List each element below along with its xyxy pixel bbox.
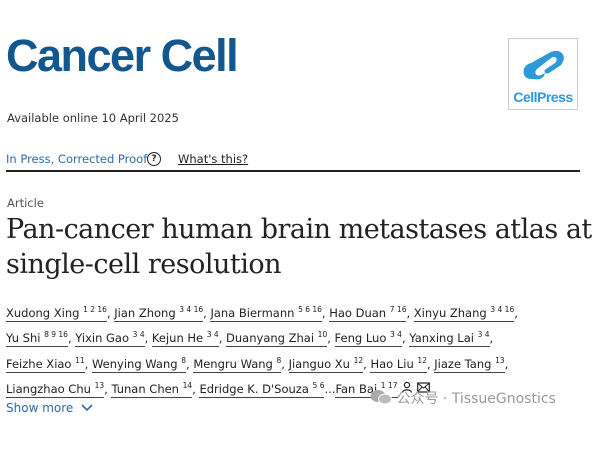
article-title: Pan-cancer human brain metastases atlas … [6,214,592,280]
whats-this-link[interactable]: What's this? [178,152,249,166]
cellpress-logo-text: CellPress [513,89,573,105]
author-link[interactable]: Fan Bai 1 17 [335,380,398,398]
author-link[interactable]: Duanyang Zhai 10 [226,330,328,348]
author-affiliations: 3 4 [477,330,490,340]
author-affiliations: 1 17 [380,380,398,390]
author-affiliations: 5 6 16 [298,305,322,314]
watermark: 公众号 · TissueGnostics [370,388,556,408]
author-affiliations: 8 [181,355,186,365]
author-affiliations: 7 16 [389,305,407,314]
author-name: Xinyu Zhang [413,306,491,320]
author-icons [398,381,430,396]
author-name: Yixin Gao [75,331,133,346]
author-affiliations: 8 9 16 [44,330,68,340]
status-row: In Press, Corrected Proof ? What's this? [6,152,580,172]
author-name: Jianguo Xu [288,356,354,371]
author-affiliations: 3 4 16 [490,305,515,314]
author-list: Xudong Xing 1 2 16, Jian Zhong 3 4 16, J… [6,305,518,398]
email-icon[interactable] [416,382,430,393]
author-link[interactable]: Xudong Xing 1 2 16 [6,305,107,322]
author-name: Xudong Xing [6,306,84,320]
author-link[interactable]: Feizhe Xiao 11 [6,355,85,373]
author-affiliations: 12 [353,355,364,365]
author-affiliations: 3 4 [132,330,145,340]
author-affiliations: 3 4 16 [179,305,204,314]
author-link[interactable]: Jana Biermann 5 6 16 [210,305,322,322]
chevron-down-icon [81,404,93,412]
author-name: Duanyang Zhai [226,331,318,346]
cellpress-mark-icon [523,50,564,80]
author-affiliations: 13 [495,355,505,365]
help-icon[interactable]: ? [147,152,161,166]
author-link[interactable]: Jiaze Tang 13 [434,355,505,373]
article-status: In Press, Corrected Proof [6,152,148,166]
author-name: Hao Duan [329,306,390,320]
author-name: Edridge K. D'Souza [199,381,313,396]
author-affiliations: 3 4 [390,330,402,340]
author-affiliations: 11 [75,355,85,365]
author-name: Wenying Wang [91,356,182,371]
author-name: Mengru Wang [193,356,277,371]
author-link[interactable]: Liangzhao Chu 13 [6,380,105,398]
author-link[interactable]: Wenying Wang 8 [91,355,186,373]
author-name: Fan Bai [335,381,381,396]
author-link[interactable]: Yanxing Lai 3 4 [409,330,490,348]
journal-title[interactable]: Cancer Cell [6,30,239,81]
watermark-text: 公众号 · TissueGnostics [396,391,556,407]
author-link[interactable]: Hao Duan 7 16 [329,305,407,322]
show-more-button[interactable]: Show more [6,401,93,415]
author-link[interactable]: Yu Shi 8 9 16 [6,330,68,348]
author-affiliations: 13 [94,380,105,390]
author-link[interactable]: Kejun He 3 4 [151,330,219,348]
author-name: Hao Liu [370,356,418,371]
author-link[interactable]: Edridge K. D'Souza 5 6 [199,380,325,398]
author-affiliations: 10 [317,330,328,340]
author-link[interactable]: Mengru Wang 8 [193,355,282,373]
author-link[interactable]: Hao Liu 12 [370,355,427,373]
author-name: Tunan Chen [111,381,183,396]
author-affiliations: 1 2 16 [83,305,107,314]
author-link[interactable]: Jianguo Xu 12 [288,355,364,373]
author-link[interactable]: Xinyu Zhang 3 4 16 [413,305,515,322]
person-icon[interactable] [401,381,413,393]
author-affiliations: 14 [182,380,193,390]
author-name: Yu Shi [6,331,45,346]
author-name: Feng Luo [334,331,391,346]
wechat-icon [370,390,392,405]
available-online-date: Available online 10 April 2025 [7,111,179,125]
author-affiliations: 12 [417,355,427,365]
author-link[interactable]: Feng Luo 3 4 [334,330,402,348]
author-name: Jana Biermann [210,306,299,320]
author-name: Jian Zhong [114,306,180,320]
author-name: Kejun He [151,331,207,346]
author-affiliations: 3 4 [206,330,219,340]
author-link[interactable]: Jian Zhong 3 4 16 [114,305,204,322]
author-name: Feizhe Xiao [6,356,76,371]
article-type: Article [7,196,44,210]
author-name: Jiaze Tang [434,356,496,371]
author-link[interactable]: Yixin Gao 3 4 [75,330,145,348]
author-name: Liangzhao Chu [6,381,95,396]
show-more-label: Show more [6,401,74,415]
cellpress-logo[interactable]: CellPress [508,38,578,110]
author-name: Yanxing Lai [409,331,478,346]
author-link[interactable]: Tunan Chen 14 [111,380,193,398]
author-affiliations: 8 [276,355,282,365]
author-affiliations: 5 6 [312,380,325,390]
